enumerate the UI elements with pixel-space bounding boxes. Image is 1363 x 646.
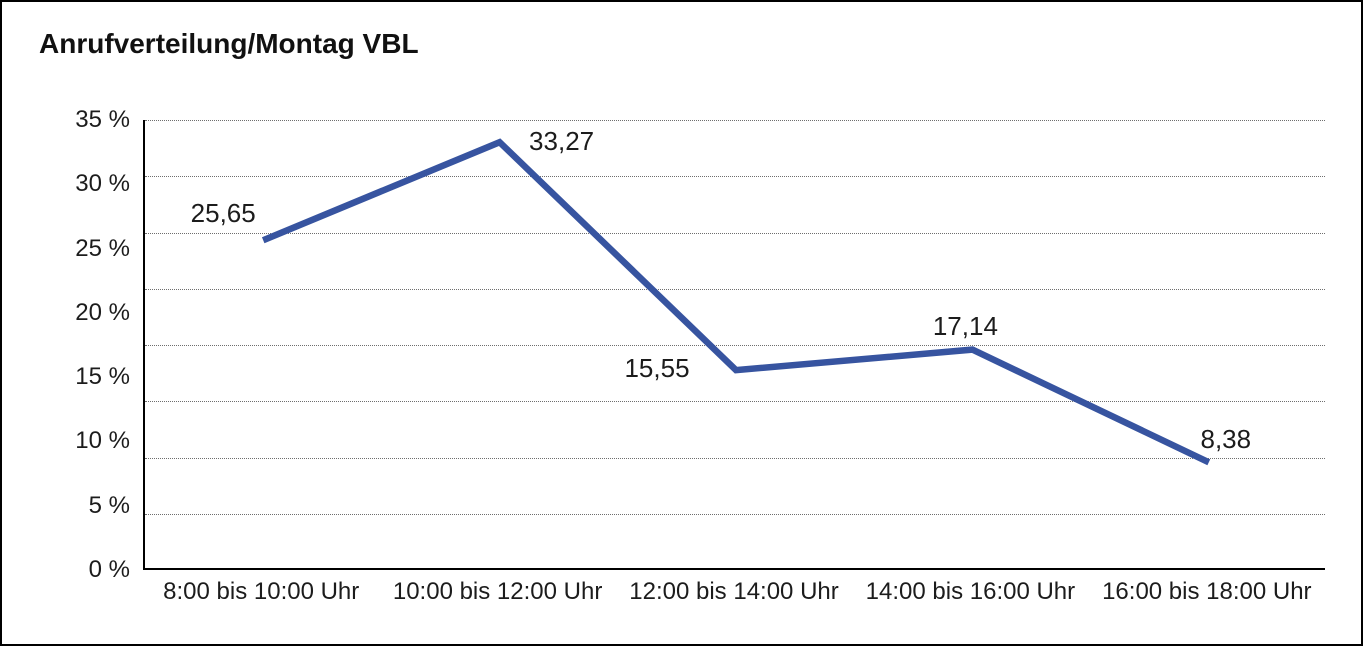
y-axis-tick-label: 10 %: [75, 427, 130, 455]
data-point-label: 8,38: [1200, 424, 1252, 455]
data-point-label: 25,65: [190, 198, 256, 229]
h-gridline: [145, 401, 1325, 403]
plot-area: 25,65 33,27 15,55 17,14 8,38: [143, 120, 1325, 570]
series-line: [261, 138, 1211, 466]
x-axis-category-label: 8:00 bis 10:00 Uhr: [163, 578, 360, 605]
data-point-label: 33,27: [529, 126, 595, 157]
h-gridline: [145, 120, 1325, 121]
y-axis-tick-label: 20 %: [75, 298, 130, 326]
y-axis-tick-label: 15 %: [75, 363, 130, 391]
y-axis-tick-label: 5 %: [88, 491, 130, 519]
y-axis-tick-label: 0 %: [88, 556, 130, 583]
h-gridline: [145, 232, 1325, 234]
data-point-label: 15,55: [624, 353, 690, 384]
y-axis-tick-label: 30 %: [75, 170, 130, 198]
y-axis-labels: 35 % 30 % 25 % 20 % 15 % 10 % 5 % 0 %: [2, 2, 130, 644]
x-axis-category-label: 10:00 bis 12:00 Uhr: [392, 578, 603, 605]
chart-title: Anrufverteilung/Montag VBL: [39, 28, 419, 59]
h-gridline: [145, 513, 1325, 515]
y-axis-tick-label: 25 %: [75, 234, 130, 262]
x-axis-category-label: 12:00 bis 14:00 Uhr: [629, 578, 839, 605]
data-point-label: 17,14: [932, 310, 998, 341]
line-series-layer: [261, 138, 1211, 466]
h-gridline: [145, 176, 1325, 178]
x-axis-category-label: 14:00 bis 16:00 Uhr: [865, 578, 1076, 605]
h-gridline: [145, 345, 1325, 346]
h-gridline: [145, 288, 1325, 290]
h-gridline: [145, 457, 1325, 459]
y-axis-tick-label: 35 %: [75, 106, 130, 133]
x-axis-labels: 8:00 bis 10:00 Uhr 10:00 bis 12:00 Uhr 12:…: [143, 579, 1325, 605]
x-axis-category-label: 16:00 bis 18:00 Uhr: [1102, 578, 1312, 605]
